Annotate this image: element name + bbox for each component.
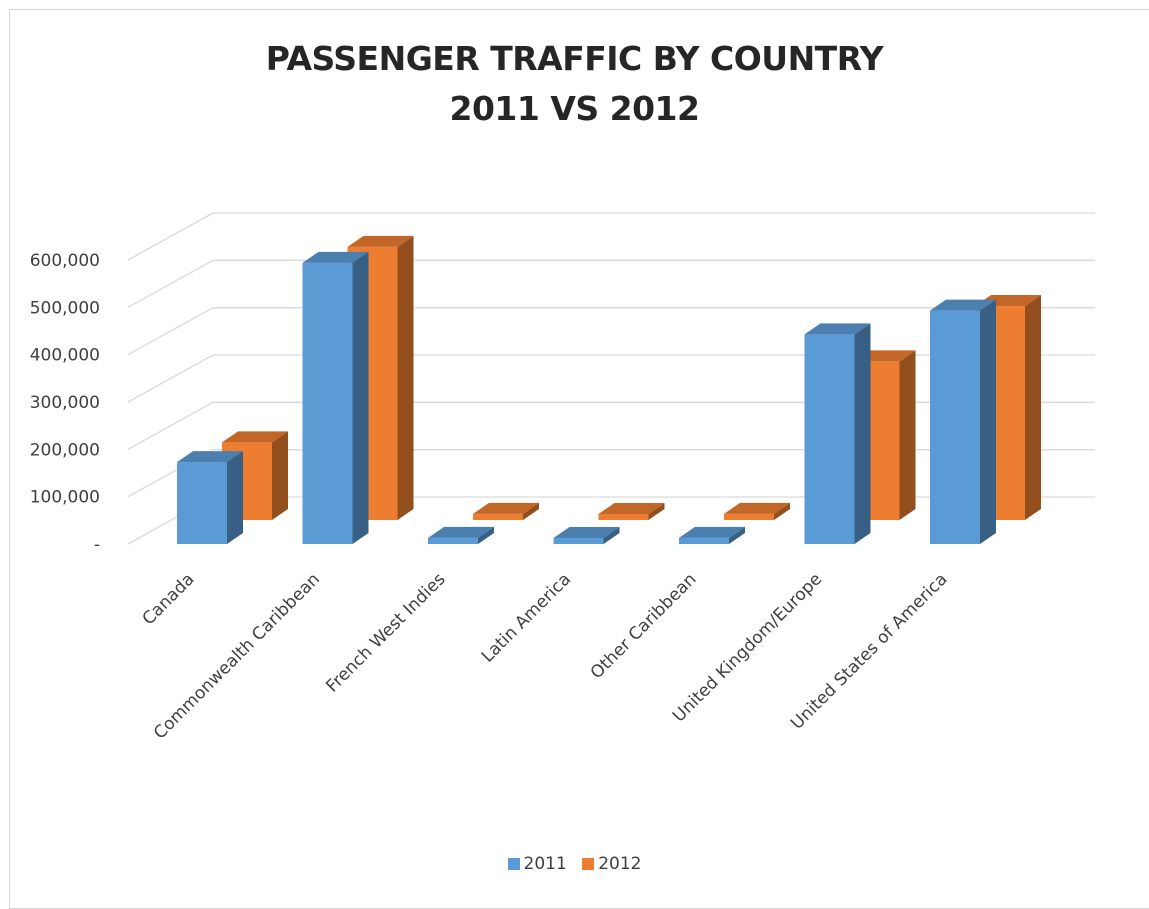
legend-swatch-2012 [582,858,595,870]
category-label-other-caribbean: Other Caribbean [587,569,701,683]
category-label-canada: Canada [139,569,199,629]
bar-2011-other-caribbean [679,537,729,544]
bar-2011-united-kingdom-europe-side [854,323,871,544]
bar-2012-latin-america [598,514,649,520]
y-tick-label: 400,000 [30,346,100,366]
bar-2011-french-west-indies [428,537,478,544]
bar-2011-united-kingdom-europe-top [804,323,871,335]
y-tick-label: 300,000 [30,393,100,413]
gridline-diagonal [127,307,214,356]
bar-2012-other-caribbean [724,513,774,520]
bar-2011-french-west-indies-side [478,526,494,544]
bar-2011-canada-side [227,451,243,544]
bar-2012-latin-america-side [648,503,665,520]
legend: 2011 2012 [0,854,1149,874]
bar-2012-french-west-indies-side [523,502,539,520]
bar-2011-other-caribbean-top [679,526,745,538]
bar-2011-united-states-of-america-top [930,299,996,311]
y-tick-label: 100,000 [30,488,100,508]
bar-2012-french-west-indies-top [473,502,539,514]
bar-2012-united-kingdom-europe-side [899,350,916,520]
bar-2011-commonwealth-caribbean [302,262,353,544]
y-tick-label: - [94,535,100,555]
bar-2012-other-caribbean-side [774,502,790,520]
bar-2012-united-states-of-america-side [1025,295,1041,520]
legend-swatch-2011 [507,858,520,870]
bar-2012-canada-side [272,431,288,520]
legend-item-2012: 2012 [582,854,641,874]
gridline-diagonal [127,401,214,450]
bar-2012-commonwealth-caribbean-side [397,235,414,521]
bar-2012-latin-america-top [598,503,665,514]
y-tick-label: 200,000 [30,440,100,460]
legend-item-2011: 2011 [507,854,567,874]
chart-title-line-1: PASSENGER TRAFFIC BY COUNTRY [265,39,884,78]
category-label-latin-america: Latin America [478,569,575,666]
bar-2011-united-states-of-america-side [980,299,996,544]
bar-2011-french-west-indies-top [428,526,494,538]
y-tick-label: 500,000 [30,298,100,318]
chart-title-line-2: 2011 VS 2012 [449,89,700,128]
gridline-diagonal [127,354,214,403]
chart-title: PASSENGER TRAFFIC BY COUNTRY 2011 VS 201… [0,34,1149,134]
bar-2012-other-caribbean-top [724,502,790,514]
gridline-diagonal [127,212,214,261]
y-tick-label: 600,000 [30,251,100,271]
bar-2012-french-west-indies [473,513,523,520]
bar-2011-latin-america [553,538,604,544]
bar-2011-latin-america-side [603,527,620,544]
bar-2011-commonwealth-caribbean-side [352,251,369,544]
bar-2011-united-kingdom-europe [804,334,855,544]
category-label-french-west-indies: French West Indies [322,569,449,696]
gridline-diagonal [127,259,214,308]
bar-2011-other-caribbean-side [729,526,745,544]
bar-2012-commonwealth-caribbean-top [347,235,414,247]
bar-2011-united-states-of-america [930,310,980,544]
bar-2011-canada [177,462,227,544]
bar-2011-commonwealth-caribbean-top [302,251,369,263]
legend-label-2012: 2012 [598,854,642,874]
legend-label-2011: 2011 [523,854,567,874]
bar-2011-canada-top [177,451,243,463]
category-label-united-kingdom-europe: United Kingdom/Europe [669,569,826,726]
bar-2012-canada-top [222,431,288,443]
bar-2011-latin-america-top [553,527,620,538]
